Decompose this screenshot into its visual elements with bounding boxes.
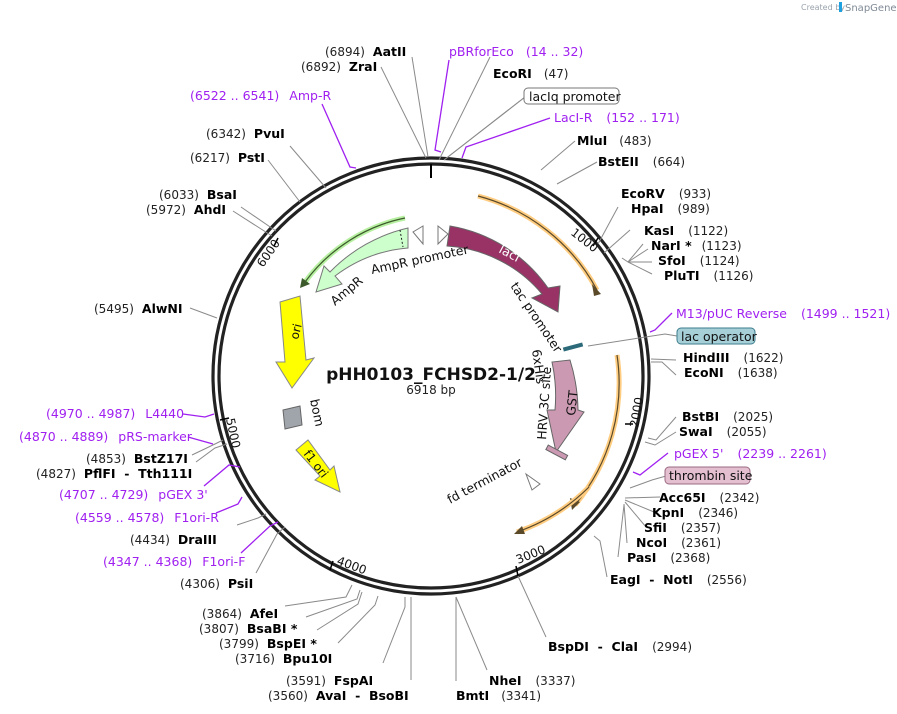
gst-label: GST [563, 389, 581, 416]
enzyme-psii[interactable]: (4306) PsiI [180, 576, 253, 591]
enzyme-bstz17i[interactable]: (4853) BstZ17I [86, 451, 188, 466]
enzyme-ecori[interactable]: EcoRI (47) [493, 66, 568, 81]
primer-pgex-5[interactable]: pGEX 5' (2239 .. 2261) [674, 446, 827, 461]
enzyme-mlui[interactable]: MluI (483) [577, 133, 652, 148]
laciq-promoter-box[interactable] [523, 87, 620, 105]
feature-laci[interactable] [446, 225, 561, 313]
feature-f1-ori[interactable] [295, 439, 341, 493]
enzyme-bsabi[interactable]: (3807) BsaBI * [199, 621, 298, 636]
thrombin-site-label: thrombin site [669, 468, 753, 483]
primer-l4440[interactable]: (4970 .. 4987) L4440 [46, 406, 184, 421]
enzyme-draiii[interactable]: (4434) DraIII [130, 532, 217, 547]
enzyme-eagi-noti[interactable]: EagI - NotI (2556) [610, 572, 747, 587]
enzyme-bmti[interactable]: BmtI (3341) [456, 688, 541, 703]
enzyme-econi[interactable]: EcoNI (1638) [684, 365, 778, 380]
lac-operator-label: lac operator [681, 329, 758, 344]
enzyme-ecorv[interactable]: EcoRV (933) [621, 186, 711, 201]
his-tag-label: 6xHis [529, 348, 549, 384]
enzyme-bspdi-clai[interactable]: BspDI - ClaI (2994) [548, 639, 692, 654]
feature-bom[interactable] [282, 405, 303, 430]
tick-5000: 5000 [223, 417, 243, 450]
feature-gst[interactable] [546, 359, 585, 454]
enzyme-bstbi[interactable]: BstBI (2025) [682, 409, 773, 424]
thrombin-site-box[interactable] [664, 466, 751, 485]
snapgene-logo-icon [839, 2, 842, 12]
primer-pbrforeco[interactable]: pBRforEco (14 .. 32) [449, 44, 583, 59]
orf-arc-3 [516, 485, 591, 535]
primer-f1ori-f[interactable]: (4347 .. 4368) F1ori-F [103, 554, 245, 569]
enzyme-acc65i[interactable]: Acc65I (2342) [659, 490, 759, 505]
plasmid-length: 6918 bp [406, 383, 456, 397]
feature-ampr-promoter[interactable] [412, 225, 424, 246]
enzyme-ahdi[interactable]: (5972) AhdI [146, 202, 226, 217]
primer-m13-puc-reverse[interactable]: M13/pUC Reverse (1499 .. 1521) [676, 306, 890, 321]
enzyme-kpni[interactable]: KpnI (2346) [652, 505, 738, 520]
feature-laciq-promoter[interactable] [437, 224, 449, 246]
enzyme-alwni[interactable]: (5495) AlwNI [94, 301, 183, 316]
ori-label: ori [287, 322, 304, 341]
enzyme-sfii[interactable]: SfiI (2357) [644, 520, 721, 535]
lac-operator-glyph [562, 342, 584, 352]
enzyme-hpai[interactable]: HpaI (989) [631, 201, 710, 216]
primer-prs-marker[interactable]: (4870 .. 4889) pRS-marker [19, 429, 193, 444]
enzyme-sfoi[interactable]: SfoI (1124) [658, 253, 740, 268]
enzyme-bspei[interactable]: (3799) BspEI * [219, 636, 317, 651]
enzyme-psti[interactable]: (6217) PstI [190, 150, 265, 165]
enzyme-pvui[interactable]: (6342) PvuI [206, 126, 285, 141]
primer-amp-r[interactable]: (6522 .. 6541) Amp-R [190, 88, 331, 103]
enzyme-hindiii[interactable]: HindIII (1622) [683, 350, 783, 365]
feature-ori[interactable] [275, 295, 316, 389]
enzyme-avai-bsobi[interactable]: (3560) AvaI - BsoBI [268, 688, 409, 703]
bom-label: bom [307, 398, 327, 428]
enzyme-nhei[interactable]: NheI (3337) [489, 673, 575, 688]
enzyme-bpu10i[interactable]: (3716) Bpu10I [235, 651, 332, 666]
watermark-brand: SnapGene [845, 3, 897, 14]
plasmid-name: pHH0103_FCHSD2-1/2 [326, 365, 536, 385]
enzyme-ncoi[interactable]: NcoI (2361) [636, 535, 721, 550]
laciq-promoter-label: lacIq promoter [529, 89, 621, 104]
enzyme-kasi[interactable]: KasI (1122) [644, 223, 728, 238]
primer-pgex-3[interactable]: (4707 .. 4729) pGEX 3' [59, 487, 208, 502]
watermark-prefix: Created by [801, 3, 845, 12]
enzyme-zrai[interactable]: (6892) ZraI [301, 59, 377, 74]
backbone-outer [211, 156, 651, 596]
enzyme-pasi[interactable]: PasI (2368) [627, 550, 710, 565]
thrombin-glyph [545, 444, 569, 461]
enzyme-aatii[interactable]: (6894) AatII [325, 44, 406, 59]
primer-laci-r[interactable]: LacI-R (152 .. 171) [554, 110, 680, 125]
enzyme-fspai[interactable]: (3591) FspAI [286, 673, 373, 688]
feature-ampr[interactable] [315, 227, 409, 293]
fd-terminator-label: fd terminator [444, 454, 525, 506]
enzyme-swai[interactable]: SwaI (2055) [679, 424, 767, 439]
enzyme-afei[interactable]: (3864) AfeI [202, 606, 278, 621]
feature-fd-terminator[interactable] [524, 472, 541, 491]
tick-2000: 2000 [627, 396, 646, 429]
enzyme-nari[interactable]: NarI * (1123) [651, 238, 742, 253]
enzyme-pluti[interactable]: PluTI (1126) [664, 268, 753, 283]
primer-f1ori-r[interactable]: (4559 .. 4578) F1ori-R [75, 510, 219, 525]
enzyme-bsai[interactable]: (6033) BsaI [159, 187, 237, 202]
lac-operator-box[interactable] [676, 327, 756, 345]
enzyme-bsteii[interactable]: BstEII (664) [598, 154, 685, 169]
enzyme-pflfi-tth111i[interactable]: (4827) PflFI - Tth111I [36, 466, 192, 481]
